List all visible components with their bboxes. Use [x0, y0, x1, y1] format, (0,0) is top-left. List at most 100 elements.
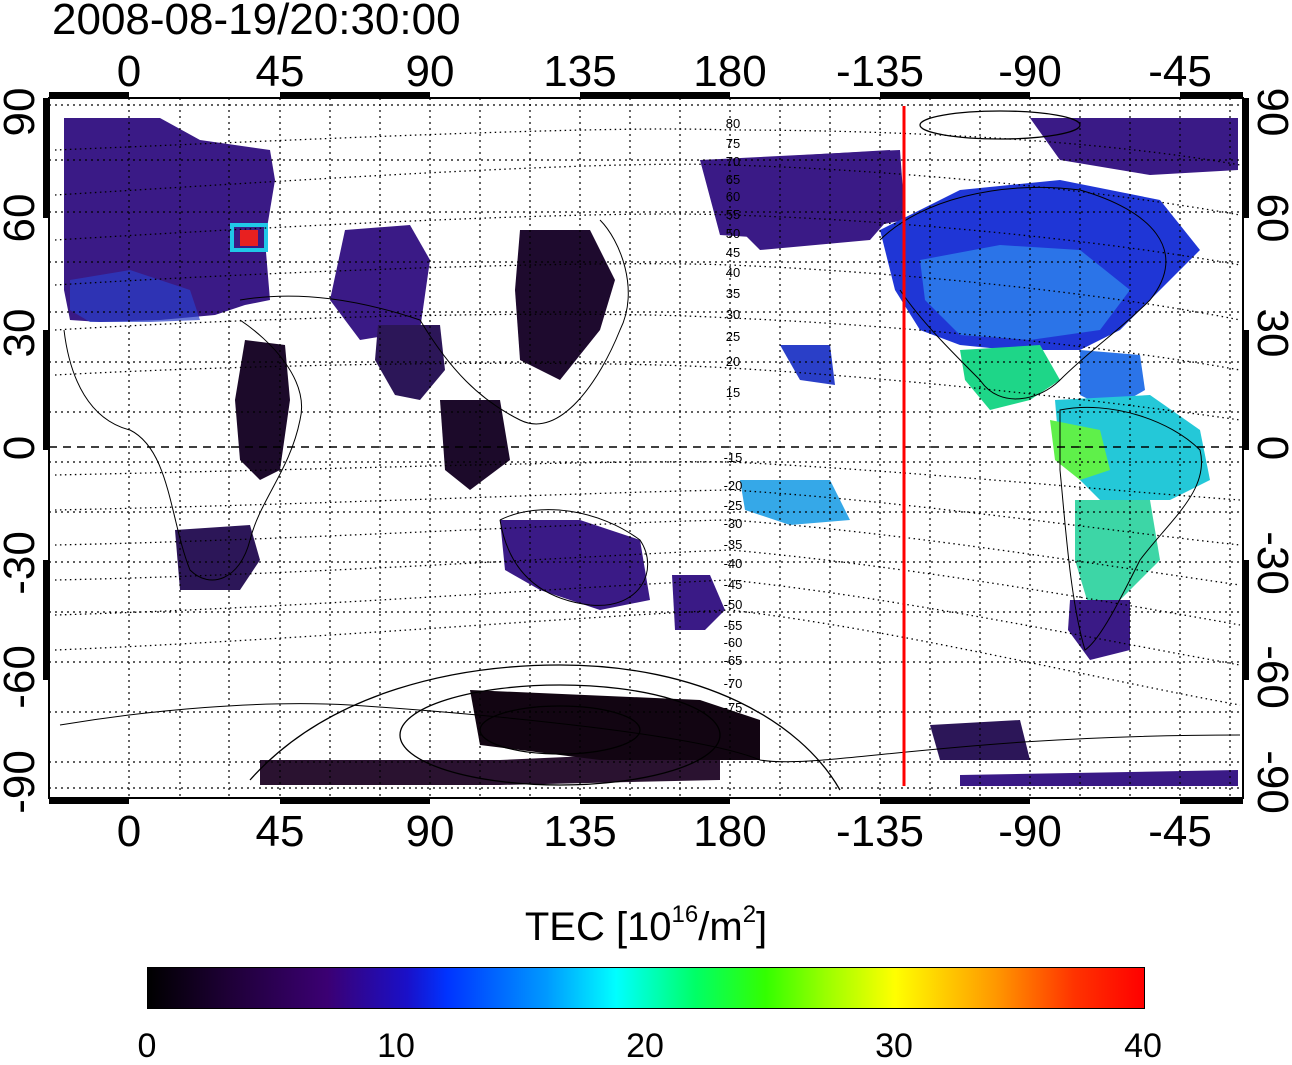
lon-top-label: 90: [406, 47, 455, 96]
magnetic-latitude-label: 80: [726, 116, 740, 131]
magnetic-latitude-label: 60: [726, 189, 740, 204]
tec-patch-europe: [64, 118, 275, 322]
lat-left-label: 30: [0, 309, 44, 358]
magnetic-latitude-label: 40: [726, 265, 740, 280]
tec-patch-alaska: [720, 150, 905, 250]
magnetic-latitude-labels: 80 75 70 65 60 55 50 45 40 35 30 25 20 15 -15 -20 -25 -30…: [724, 116, 743, 715]
magnetic-latitude-label: 15: [726, 385, 740, 400]
magnetic-latitude-label: -65: [724, 653, 743, 668]
colorbar-tick: 10: [377, 1027, 415, 1065]
tec-patch-patagonia: [1068, 600, 1130, 660]
tec-hotspot-ring: [230, 223, 268, 252]
magnetic-latitude-label: 30: [726, 307, 740, 322]
magnetic-latitude-label: 75: [726, 136, 740, 151]
colorbar-title-exp2: 2: [742, 901, 757, 928]
lat-left-label: -60: [0, 645, 44, 709]
lon-top-label: 45: [256, 47, 305, 96]
lon-bottom-label: 0: [117, 807, 141, 856]
lat-left-label: 90: [0, 88, 44, 137]
colorbar-tick: 40: [1124, 1027, 1162, 1065]
tec-patch-se-asia: [440, 400, 510, 490]
lon-top-label: -45: [1148, 47, 1212, 96]
lon-bottom-label: 180: [693, 807, 766, 856]
tec-hotspot: [240, 230, 258, 246]
tec-patch-antarctic-strip: [960, 770, 1238, 786]
magnetic-latitude-label: -75: [724, 700, 743, 715]
tec-patch-caribbean: [1080, 350, 1145, 410]
tec-map: 80 75 70 65 60 55 50 45 40 35 30 25 20 15 -15 -20 -25 -30…: [0, 47, 1292, 856]
magnetic-latitude-label: 20: [726, 354, 740, 369]
lon-top-label: -135: [836, 47, 924, 96]
magnetic-latitude-contours: [54, 128, 1241, 706]
magnetic-latitude-label: -70: [724, 676, 743, 691]
lat-right-label: -60: [1248, 645, 1292, 709]
lon-top-label: 135: [543, 47, 616, 96]
tec-patch-na-inner: [920, 245, 1130, 340]
magnetic-latitude-label: 65: [726, 172, 740, 187]
tec-patch-africa-east: [235, 340, 290, 480]
lat-left-label: -30: [0, 531, 44, 595]
magnetic-latitude-label: -20: [724, 478, 743, 493]
polar-contours: [249, 110, 1081, 791]
colorbar-title-suffix: ]: [756, 905, 768, 949]
magnetic-latitude-label: -40: [724, 556, 743, 571]
lat-right-label: -30: [1248, 531, 1292, 595]
magnetic-latitude-label: -50: [724, 597, 743, 612]
tec-patch-nz: [672, 575, 725, 630]
grid: [49, 98, 1243, 798]
colorbar-title-prefix: TEC [10: [524, 905, 672, 949]
tec-patch-pacific-cyan: [740, 480, 850, 525]
magnetic-latitude-label: -35: [724, 537, 743, 552]
magnetic-latitude-label: -30: [724, 516, 743, 531]
lon-top-label: 180: [693, 47, 766, 96]
tec-patch-south-america-s: [1075, 500, 1160, 610]
magnetic-latitude-label: 45: [726, 245, 740, 260]
tec-patches: [64, 118, 1238, 786]
lat-labels-right: 90 60 30 0 -30 -60 -90: [1248, 88, 1292, 814]
magnetic-latitude-label: 70: [726, 154, 740, 169]
colorbar-tick: 30: [875, 1027, 913, 1065]
lat-labels-left: 90 60 30 0 -30 -60 -90: [0, 88, 44, 814]
lat-right-label: 90: [1248, 88, 1292, 137]
lat-left-label: -90: [0, 750, 44, 814]
tec-patch-pacific-blue: [780, 345, 835, 385]
lat-right-label: 0: [1248, 436, 1292, 460]
tec-patch-china: [515, 230, 615, 380]
tec-patch-africa-south: [175, 525, 260, 590]
magnetic-latitude-label: 55: [726, 207, 740, 222]
lat-left-label: 0: [0, 436, 44, 460]
coastlines: [59, 187, 1241, 763]
magnetic-latitude-label: 25: [726, 329, 740, 344]
lon-bottom-label: -135: [836, 807, 924, 856]
tec-patch-australia: [500, 520, 650, 610]
lat-right-label: -90: [1248, 750, 1292, 814]
lon-labels-bottom: 0 45 90 135 180 -135 -90 -45: [117, 807, 1212, 856]
tec-patch-asia-central: [330, 225, 430, 340]
tec-patch-antarctic-mid: [470, 690, 760, 760]
lon-labels-top: 0 45 90 135 180 -135 -90 -45: [117, 47, 1212, 96]
colorbar-title: TEC [1016/m2]: [0, 903, 1292, 950]
lon-bottom-label: -90: [998, 807, 1062, 856]
lon-bottom-label: 90: [406, 807, 455, 856]
magnetic-latitude-label: 50: [726, 226, 740, 241]
magnetic-latitude-label: -45: [724, 577, 743, 592]
lat-left-label: 60: [0, 194, 44, 243]
tec-patch-south-america-green: [1050, 420, 1110, 480]
tec-patch-arctic-ne: [1030, 118, 1238, 175]
colorbar-title-exp1: 16: [671, 901, 699, 928]
lon-bottom-label: -45: [1148, 807, 1212, 856]
lat-right-label: 30: [1248, 309, 1292, 358]
lon-top-label: -90: [998, 47, 1062, 96]
lon-top-label: 0: [117, 47, 141, 96]
magnetic-latitude-label: 35: [726, 286, 740, 301]
tec-patch-europe-blue: [70, 270, 200, 322]
timestamp-title: 2008-08-19/20:30:00: [52, 0, 461, 44]
colorbar-title-mid: /m: [698, 905, 743, 949]
lon-bottom-label: 45: [256, 807, 305, 856]
magnetic-latitude-label: -15: [724, 450, 743, 465]
colorbar: [147, 967, 1145, 1009]
magnetic-latitude-label: -55: [724, 618, 743, 633]
frame-bars: [43, 92, 1249, 804]
lon-bottom-label: 135: [543, 807, 616, 856]
colorbar-tick: 0: [137, 1027, 157, 1065]
